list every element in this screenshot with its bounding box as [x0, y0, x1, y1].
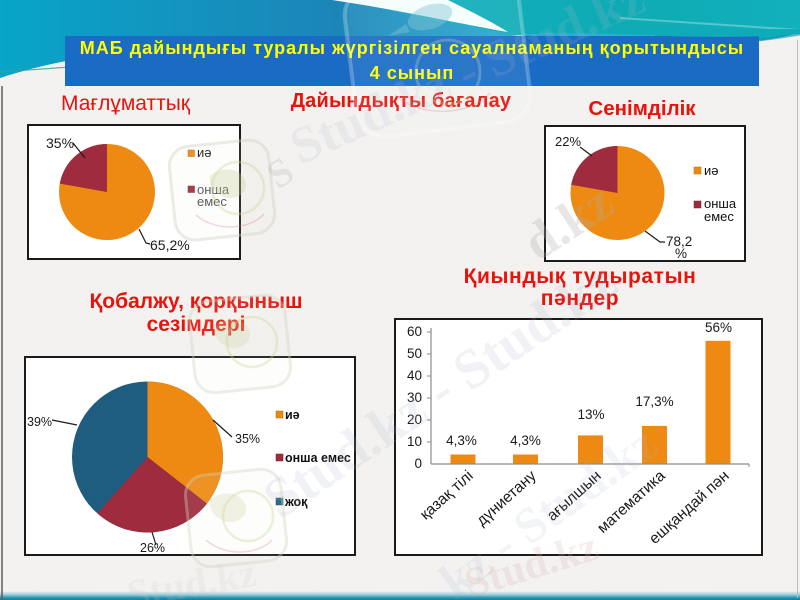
svg-text:22%: 22%: [555, 134, 581, 149]
svg-text:4,3%: 4,3%: [510, 433, 541, 448]
svg-text:17,3%: 17,3%: [635, 394, 673, 409]
svg-text:60: 60: [407, 324, 422, 339]
svg-text:50: 50: [407, 346, 422, 361]
svg-text:4,3%: 4,3%: [446, 433, 477, 448]
svg-text:онша: онша: [197, 182, 230, 197]
svg-text:иә: иә: [704, 163, 719, 178]
svg-text:78,2: 78,2: [666, 234, 692, 249]
svg-text:65,2%: 65,2%: [150, 237, 190, 253]
svg-text:35%: 35%: [46, 135, 74, 151]
svg-text:56%: 56%: [705, 320, 732, 335]
svg-text:%: %: [675, 246, 687, 261]
svg-text:иә: иә: [197, 145, 212, 160]
svg-text:емес: емес: [704, 209, 734, 224]
svg-text:35%: 35%: [235, 432, 260, 446]
svg-text:13%: 13%: [577, 407, 604, 422]
svg-text:20: 20: [407, 412, 422, 427]
svg-text:онша: онша: [704, 196, 737, 211]
svg-text:Stud.kz: Stud.kz: [124, 550, 260, 600]
svg-text:40: 40: [407, 368, 422, 383]
svg-text:39%: 39%: [27, 415, 52, 429]
svg-text:10: 10: [407, 434, 422, 449]
svg-text:0: 0: [414, 456, 422, 471]
svg-text:жоқ: жоқ: [284, 495, 308, 509]
svg-text:емес: емес: [197, 194, 227, 209]
svg-text:d.kz: d.kz: [513, 173, 623, 272]
svg-text:онша емес: онша емес: [285, 451, 351, 465]
svg-text:30: 30: [407, 390, 422, 405]
svg-text:иә: иә: [285, 408, 300, 422]
svg-text:26%: 26%: [140, 541, 165, 555]
